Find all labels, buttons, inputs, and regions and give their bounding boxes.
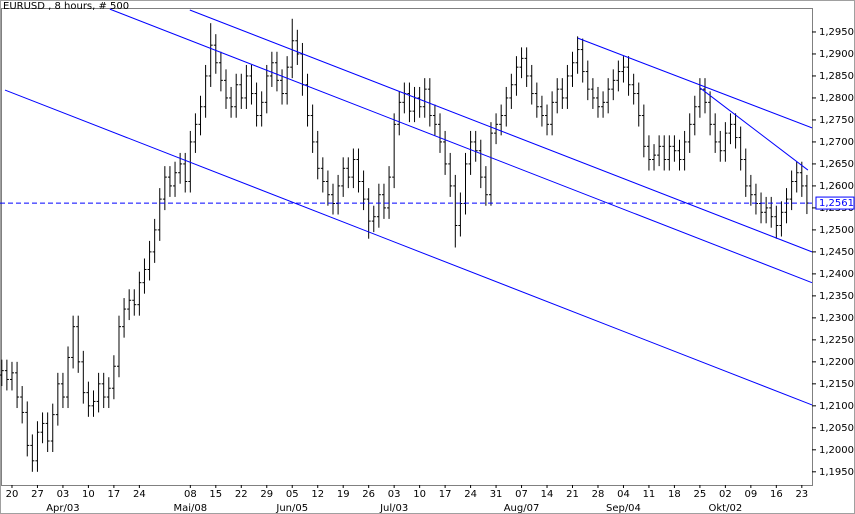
x-tick-label: 24 bbox=[133, 489, 146, 500]
x-tick-label: 23 bbox=[795, 489, 808, 500]
trend-line bbox=[109, 8, 813, 284]
x-tick-label: 26 bbox=[362, 489, 375, 500]
x-tick-label: 09 bbox=[744, 489, 757, 500]
x-tick-label: 10 bbox=[82, 489, 95, 500]
last-price-box bbox=[815, 196, 855, 210]
x-tick-label: 12 bbox=[311, 489, 324, 500]
x-tick-label: 17 bbox=[439, 489, 452, 500]
x-tick-label: 19 bbox=[337, 489, 350, 500]
y-tick-label: 1,2700 bbox=[819, 137, 854, 148]
trend-line bbox=[189, 9, 813, 253]
y-tick-label: 1,2800 bbox=[819, 93, 854, 104]
x-tick-label: 25 bbox=[694, 489, 707, 500]
y-tick-label: 1,2650 bbox=[819, 159, 854, 170]
x-tick-label: 18 bbox=[668, 489, 681, 500]
trend-line bbox=[4, 89, 813, 406]
y-tick-label: 1,2500 bbox=[819, 225, 854, 236]
x-tick-label: 29 bbox=[260, 489, 273, 500]
trend-line bbox=[577, 37, 813, 129]
y-tick-label: 1,2750 bbox=[819, 115, 854, 126]
x-tick-label: 08 bbox=[184, 489, 197, 500]
x-tick-label: 05 bbox=[286, 489, 299, 500]
x-tick-label: 24 bbox=[464, 489, 477, 500]
trend-line bbox=[699, 87, 809, 171]
month-label: Aug/07 bbox=[504, 503, 540, 514]
x-tick-label: 27 bbox=[31, 489, 44, 500]
x-tick-label: 14 bbox=[541, 489, 554, 500]
month-label: Jun/05 bbox=[275, 503, 308, 514]
x-tick-label: 03 bbox=[57, 489, 70, 500]
y-tick-label: 1,2100 bbox=[819, 401, 854, 412]
y-tick-label: 1,2300 bbox=[819, 313, 854, 324]
y-tick-label: 1,2250 bbox=[819, 335, 854, 346]
month-label: Apr/03 bbox=[46, 503, 79, 514]
x-tick-label: 20 bbox=[6, 489, 19, 500]
y-tick-label: 1,2150 bbox=[819, 379, 854, 390]
y-tick-label: 1,2350 bbox=[819, 291, 854, 302]
month-label: Okt/02 bbox=[709, 503, 743, 514]
y-tick-label: 1,2950 bbox=[819, 27, 854, 38]
x-tick-label: 07 bbox=[515, 489, 528, 500]
x-tick-label: 28 bbox=[592, 489, 605, 500]
y-tick-label: 1,2600 bbox=[819, 181, 854, 192]
x-tick-label: 10 bbox=[413, 489, 426, 500]
y-tick-label: 1,2450 bbox=[819, 247, 854, 258]
x-tick-label: 15 bbox=[209, 489, 222, 500]
y-tick-label: 1,2400 bbox=[819, 269, 854, 280]
x-tick-label: 04 bbox=[617, 489, 630, 500]
chart-title: EURUSD , 8 hours, # 500 bbox=[3, 1, 129, 12]
x-tick-label: 16 bbox=[770, 489, 783, 500]
month-label: Mai/08 bbox=[174, 503, 208, 514]
x-tick-label: 22 bbox=[235, 489, 248, 500]
month-label: Sep/04 bbox=[606, 503, 641, 514]
x-tick-label: 03 bbox=[388, 489, 401, 500]
x-tick-label: 02 bbox=[719, 489, 732, 500]
y-tick-label: 1,2000 bbox=[819, 445, 854, 456]
x-tick-label: 21 bbox=[566, 489, 579, 500]
x-tick-label: 17 bbox=[108, 489, 121, 500]
y-tick-label: 1,2850 bbox=[819, 71, 854, 82]
y-tick-label: 1,2200 bbox=[819, 357, 854, 368]
y-tick-label: 1,1950 bbox=[819, 467, 854, 478]
last-price-label: 1,2561 bbox=[819, 198, 854, 209]
y-tick-label: 1,2900 bbox=[819, 49, 854, 60]
x-tick-label: 31 bbox=[490, 489, 503, 500]
y-tick-label: 1,2050 bbox=[819, 423, 854, 434]
x-tick-label: 11 bbox=[643, 489, 656, 500]
month-label: Jul/03 bbox=[379, 503, 408, 514]
